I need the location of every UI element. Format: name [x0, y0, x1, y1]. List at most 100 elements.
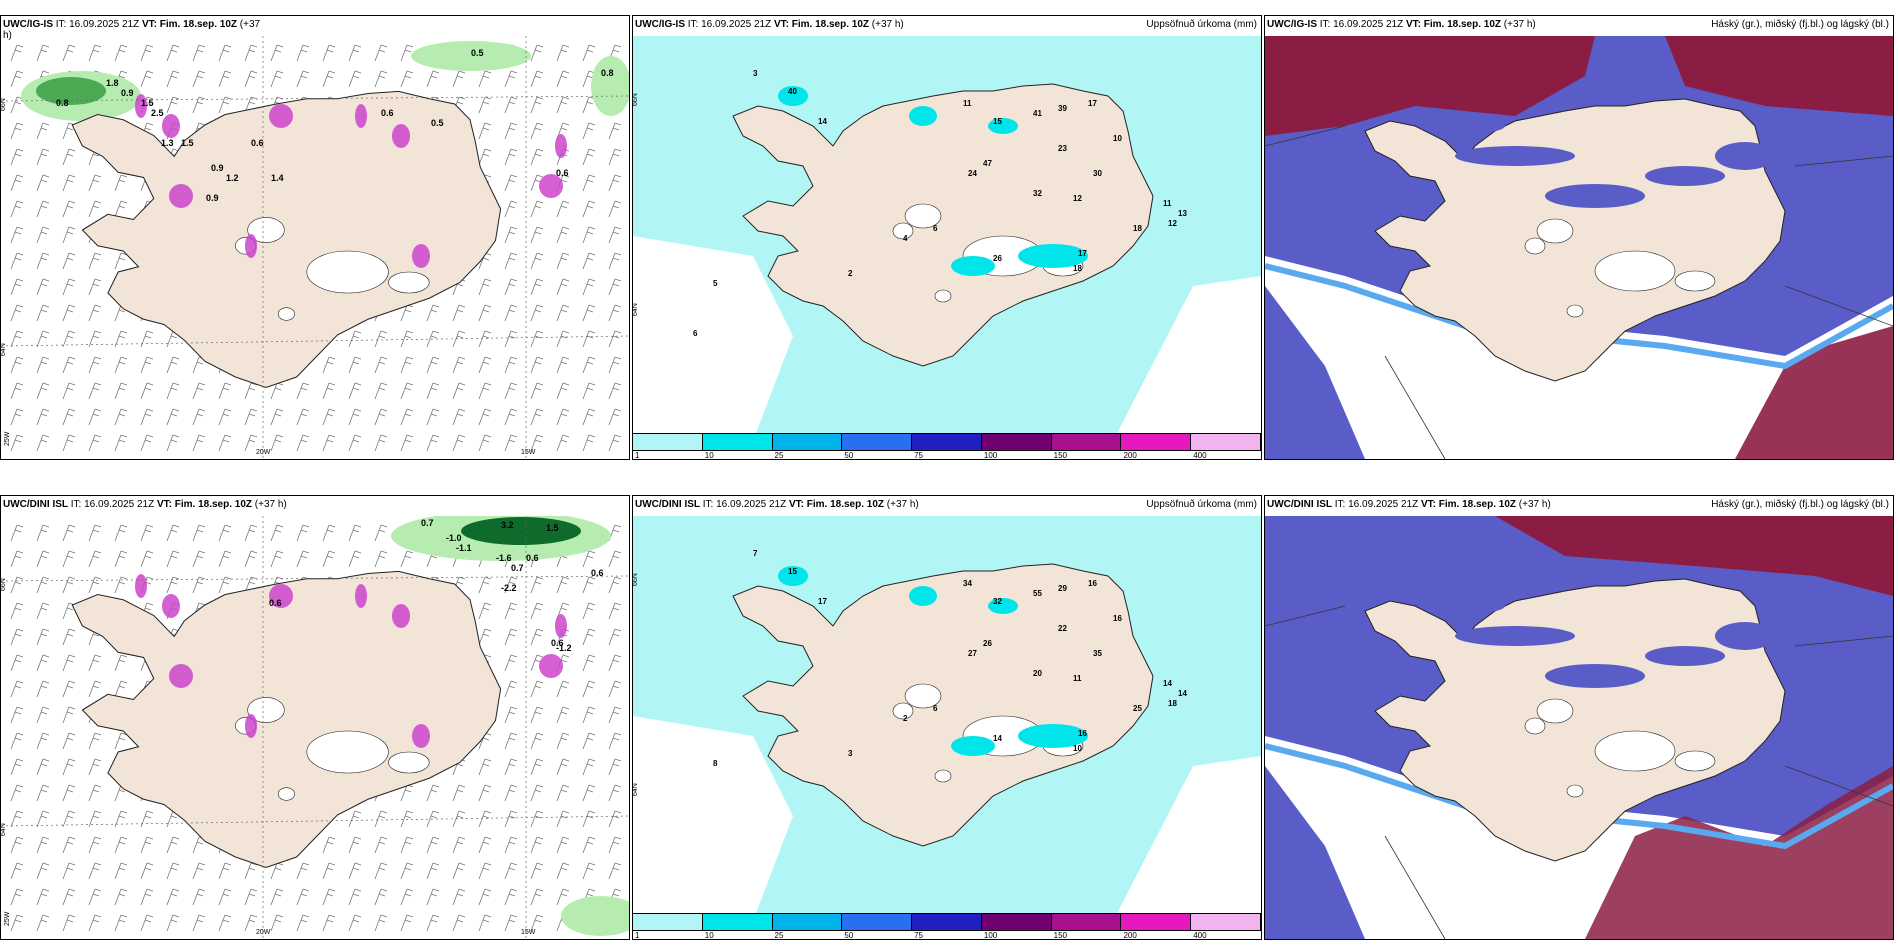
wind-barb [88, 174, 102, 192]
wind-barb [10, 914, 24, 932]
value-label: 5 [713, 279, 718, 288]
wind-barb [478, 122, 492, 140]
region-boundary [1784, 285, 1893, 327]
panel-field-label: Háský (gr.), miðský (fj.bl.) og lágský (… [1711, 499, 1889, 510]
wind-barb [36, 784, 50, 802]
wind-barb [88, 382, 102, 400]
wind-barb [556, 576, 570, 594]
wind-barb [244, 382, 258, 400]
wind-barb [582, 408, 596, 426]
wind-barb [374, 550, 388, 568]
wind-barb [556, 434, 570, 452]
mid-cloud-area [1715, 622, 1775, 650]
wind-barb [608, 434, 622, 452]
wind-barb [582, 252, 596, 270]
wind-barb [114, 330, 128, 348]
wind-barb [62, 174, 76, 192]
wind-barb [270, 524, 284, 542]
wind-barb [582, 550, 596, 568]
wind-barb [582, 174, 596, 192]
wind-barb [88, 810, 102, 828]
wind-barb [36, 888, 50, 906]
precip-type-area [245, 234, 257, 258]
wind-barb [608, 706, 622, 724]
wind-barb [374, 810, 388, 828]
wind-barb [218, 550, 232, 568]
wind-barb [452, 330, 466, 348]
precip-max-area [778, 86, 808, 106]
wind-barb [88, 44, 102, 62]
wind-barb [504, 602, 518, 620]
no-precip-area [1113, 756, 1261, 921]
wind-barb [10, 252, 24, 270]
iceland-landmass [71, 570, 502, 869]
wind-barb [218, 70, 232, 88]
precip-type-area [269, 584, 293, 608]
wind-barb [10, 680, 24, 698]
wind-barb [400, 382, 414, 400]
wind-barb [88, 836, 102, 854]
wind-barb [270, 888, 284, 906]
wind-barb [452, 836, 466, 854]
wind-barb [10, 576, 24, 594]
value-label: 10 [1073, 744, 1082, 753]
wind-barb [36, 576, 50, 594]
wind-barb [88, 758, 102, 776]
value-label: 6 [933, 704, 938, 713]
panel-title: UWC/DINI ISL IT: 16.09.2025 21Z VT: Fim.… [3, 499, 287, 510]
wind-barb [322, 914, 336, 932]
wind-barb [140, 44, 154, 62]
precip-type-area [392, 604, 410, 628]
wind-barb [374, 524, 388, 542]
value-label: 25 [1133, 704, 1142, 713]
value-label: 17 [1088, 99, 1097, 108]
wind-barb [10, 44, 24, 62]
wind-barb [166, 356, 180, 374]
wind-barb [10, 174, 24, 192]
wind-barb [426, 330, 440, 348]
wind-barb [530, 304, 544, 322]
wind-barb [62, 382, 76, 400]
precip-max-area [778, 566, 808, 586]
panel-cloud-map-dini: UWC/DINI ISL IT: 16.09.2025 21Z VT: Fim.… [1264, 495, 1894, 940]
wind-barb [530, 382, 544, 400]
wind-barb [296, 70, 310, 88]
wind-barb [478, 96, 492, 114]
wind-barb [400, 356, 414, 374]
wind-barb [478, 602, 492, 620]
wind-barb [582, 148, 596, 166]
wind-barb [582, 836, 596, 854]
region-boundary [1265, 125, 1346, 147]
value-label: 2.5 [151, 108, 164, 118]
value-label: 55 [1033, 589, 1042, 598]
wind-barb [88, 252, 102, 270]
wind-barb [478, 836, 492, 854]
mid-cloud-area [1425, 598, 1505, 614]
wind-barb [504, 434, 518, 452]
wind-barb [582, 200, 596, 218]
wind-barb [62, 810, 76, 828]
value-label: 0.6 [381, 108, 394, 118]
region-boundary [1384, 355, 1446, 459]
wind-barb [556, 200, 570, 218]
wind-barb [166, 550, 180, 568]
wind-barb [10, 706, 24, 724]
region-boundary [1794, 635, 1893, 647]
wind-barb [530, 226, 544, 244]
wind-barb [270, 550, 284, 568]
colorbar-tick-label: 1 [635, 931, 640, 940]
high-cloud-area [1665, 36, 1893, 116]
wind-barb [582, 628, 596, 646]
wind-barb [166, 524, 180, 542]
wind-barb [36, 122, 50, 140]
wind-barb [10, 810, 24, 828]
wind-barb [348, 356, 362, 374]
wind-barb [556, 356, 570, 374]
wind-barb [88, 576, 102, 594]
wind-barb [10, 888, 24, 906]
wind-barb [530, 784, 544, 802]
wind-barb [10, 330, 24, 348]
mid-cloud-area [1545, 184, 1645, 208]
wind-barb [530, 836, 544, 854]
no-precip-area [633, 716, 793, 921]
